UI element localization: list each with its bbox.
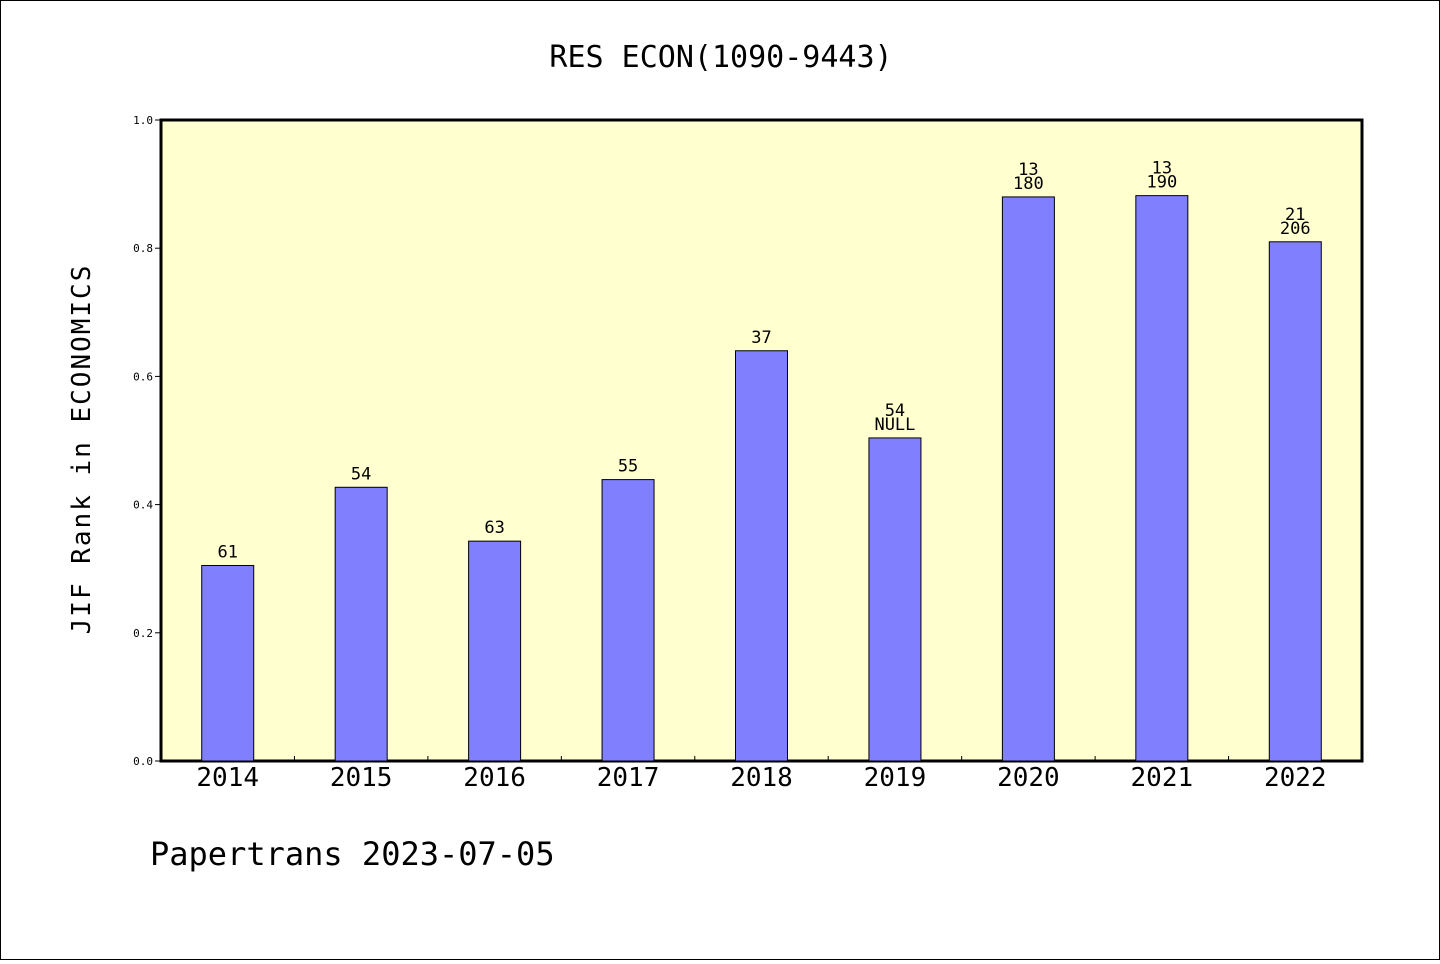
bar-data-label: 55 (618, 457, 638, 477)
bar (334, 486, 388, 762)
bar (735, 350, 788, 762)
x-tick-label: 2014 (196, 763, 259, 793)
footer-watermark: Papertrans 2023-07-05 (150, 835, 555, 873)
x-tick-label: 2018 (730, 763, 793, 793)
y-tick-label: 0.8 (133, 242, 153, 255)
x-tick-label: 2021 (1131, 763, 1194, 793)
bar (601, 479, 655, 762)
chart-marks: 0.0 0.2 0.4 0.6 0.8 1.0 2014 61 2015 54 2016 63 2017… (133, 114, 1326, 793)
x-tick-label: 2015 (330, 763, 393, 793)
y-tick-label: 1.0 (133, 114, 153, 127)
bar (201, 564, 255, 762)
bar-data-label: 63 (484, 518, 504, 538)
y-tick-label: 0.6 (133, 370, 153, 383)
bar-data-label: 180 (1013, 174, 1044, 194)
bar-data-label: 21 (1285, 205, 1305, 225)
bar-data-label: 13 (1152, 159, 1172, 179)
bar-data-label: 190 (1146, 173, 1177, 193)
y-tick-label: 0.2 (133, 627, 153, 640)
bar (468, 540, 522, 762)
x-tick-label: 2019 (864, 763, 927, 793)
bar (1268, 241, 1322, 762)
chart-title: RES ECON(1090-9443) (549, 40, 892, 75)
y-tick-label: 0.0 (133, 755, 153, 768)
bar-data-label: 54 (885, 401, 905, 421)
bar (868, 437, 922, 762)
bar-data-label: NULL (874, 415, 915, 435)
y-axis-label: JIF Rank in ECONOMICS (67, 264, 97, 635)
bar-data-label: 206 (1280, 219, 1311, 239)
bar (1001, 196, 1055, 762)
bar-data-label: 13 (1018, 160, 1038, 180)
x-tick-label: 2020 (997, 763, 1060, 793)
bar-data-label: 54 (351, 464, 371, 484)
x-tick-label: 2016 (463, 763, 526, 793)
bar (1135, 195, 1189, 762)
x-tick-label: 2022 (1264, 763, 1327, 793)
bar-data-label: 37 (751, 328, 771, 348)
y-tick-label: 0.4 (133, 499, 153, 512)
x-tick-label: 2017 (597, 763, 660, 793)
bar-data-label: 61 (217, 542, 237, 562)
